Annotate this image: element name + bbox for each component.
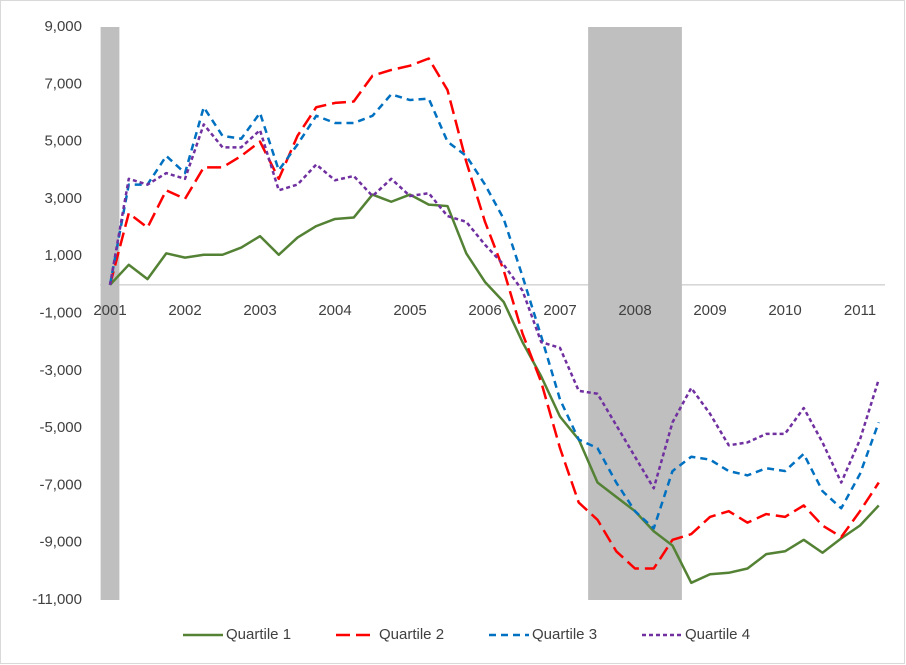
y-tick-label: -7,000: [39, 476, 82, 493]
y-tick-label: -11,000: [32, 591, 82, 608]
x-tick-label: 2003: [243, 302, 276, 319]
x-tick-label: 2005: [393, 302, 426, 319]
x-tick-label: 2010: [768, 302, 801, 319]
y-tick-label: -1,000: [39, 304, 82, 321]
y-tick-label: 7,000: [44, 75, 82, 92]
legend-label: Quartile 2: [379, 626, 444, 643]
legend-label: Quartile 3: [532, 626, 597, 643]
y-tick-label: 1,000: [44, 247, 82, 264]
x-tick-label: 2009: [693, 302, 726, 319]
series-line: [108, 93, 880, 530]
x-tick-label: 2011: [844, 302, 876, 319]
series-line: [109, 193, 880, 585]
legend-label: Quartile 1: [226, 626, 291, 643]
y-tick-label: -3,000: [39, 362, 82, 379]
x-tick-label: 2001: [93, 302, 126, 319]
y-tick-label: 3,000: [44, 190, 82, 207]
shaded-range: [100, 27, 120, 600]
y-tick-label: 9,000: [44, 18, 82, 35]
x-tick-label: 2004: [318, 302, 351, 319]
x-tick-label: 2006: [468, 302, 501, 319]
y-tick-label: 5,000: [44, 133, 82, 150]
series-line: [108, 57, 880, 570]
x-tick-label: 2002: [168, 302, 201, 319]
x-tick-label: 2008: [618, 302, 651, 319]
y-tick-label: -9,000: [39, 534, 82, 551]
x-tick-label: 2007: [543, 302, 576, 319]
legend-label: Quartile 4: [685, 626, 750, 643]
y-tick-label: -5,000: [39, 419, 82, 436]
shaded-range: [588, 27, 682, 600]
